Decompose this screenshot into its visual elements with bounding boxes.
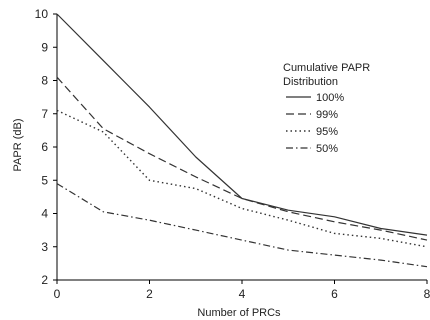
y-axis-title: PAPR (dB) bbox=[12, 119, 24, 172]
legend-entry-label: 100% bbox=[316, 92, 344, 104]
x-tick-label: 0 bbox=[54, 287, 61, 301]
series-line-99pct bbox=[56, 76, 428, 241]
y-tick-label: 2 bbox=[41, 273, 48, 287]
x-tick-label: 2 bbox=[146, 287, 153, 301]
series-lines bbox=[56, 13, 428, 268]
legend-title-line: Distribution bbox=[283, 76, 338, 88]
x-tick-label: 6 bbox=[331, 287, 338, 301]
x-tick-label: 8 bbox=[424, 287, 430, 301]
y-tick-label: 4 bbox=[41, 207, 48, 221]
x-tick-label: 4 bbox=[239, 287, 246, 301]
series-line-100pct bbox=[56, 13, 428, 236]
series-line-95pct bbox=[56, 109, 428, 248]
y-tick-label: 8 bbox=[41, 74, 48, 88]
series-line-50pct bbox=[56, 183, 428, 268]
y-tick-label: 5 bbox=[41, 173, 48, 187]
y-tick-label: 7 bbox=[41, 107, 48, 121]
legend-entry-label: 99% bbox=[316, 109, 338, 121]
legend-title-line: Cumulative PAPR bbox=[283, 62, 370, 74]
y-tick-label: 3 bbox=[41, 240, 48, 254]
legend-entry-label: 95% bbox=[316, 126, 338, 138]
legend: Cumulative PAPR Distribution 100% 99% 95% 50% bbox=[283, 62, 370, 155]
y-tick-label: 6 bbox=[41, 140, 48, 154]
x-axis-title: Number of PRCs bbox=[197, 307, 281, 319]
y-tick-label: 9 bbox=[41, 40, 48, 54]
legend-entry-label: 50% bbox=[316, 143, 338, 155]
y-tick-label: 10 bbox=[35, 7, 49, 21]
